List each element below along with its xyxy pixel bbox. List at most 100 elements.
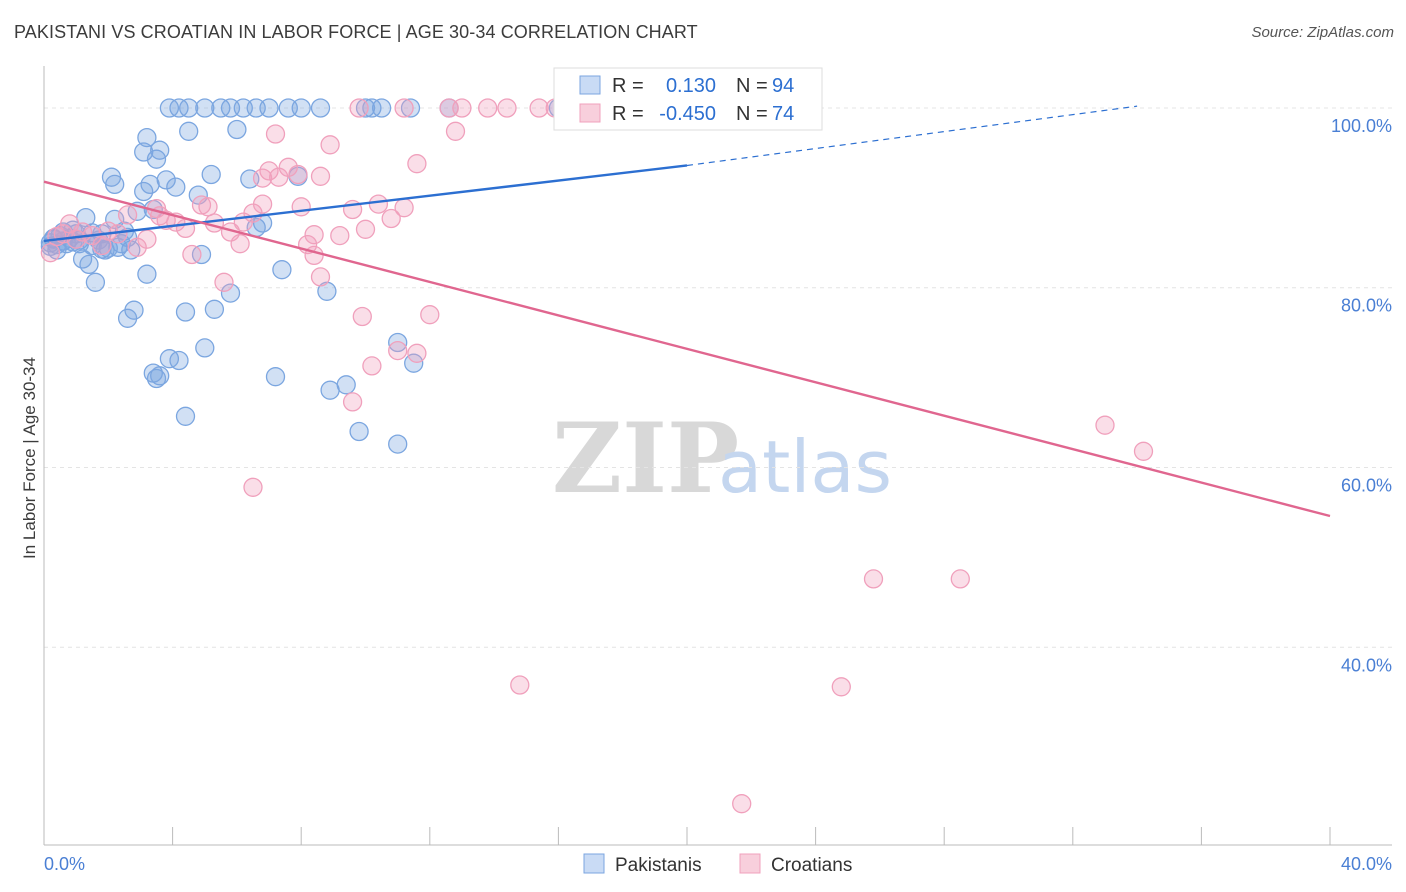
y-tick-label-80: 80.0%: [1341, 296, 1392, 316]
pakistanis-point-80: [310, 98, 331, 118]
stats-swatch-croatians: [579, 103, 601, 123]
legend-swatch-croatians: [739, 853, 761, 874]
croatians-point-57: [394, 98, 414, 118]
trend-line-pakistanis-extension: [686, 105, 1138, 167]
x-tick-label-max: 40.0%: [1341, 854, 1392, 874]
pakistanis-point-47: [146, 368, 167, 389]
croatians-point-41: [368, 194, 389, 214]
croatians-point-63: [243, 477, 263, 497]
stats-swatch-pakistanis: [579, 75, 601, 95]
pakistanis-point-32: [166, 177, 186, 197]
stats-n-value-1: 94: [772, 75, 794, 97]
stats-r-label-1: R =: [612, 75, 644, 97]
y-tick-label-100: 100.0%: [1331, 116, 1392, 136]
pakistanis-point-81: [371, 98, 392, 118]
pakistanis-point-61: [388, 332, 408, 353]
pakistanis-point-35: [201, 164, 221, 185]
pakistanis-point-18: [85, 272, 106, 292]
pakistanis-point-66: [195, 98, 215, 118]
croatians-point-70: [831, 677, 851, 697]
pakistanis-point-62: [388, 434, 408, 454]
croatians-point-17: [182, 244, 202, 265]
croatians-point-67: [863, 569, 884, 589]
pakistanis-point-31: [156, 170, 176, 190]
pakistanis-point-48: [175, 406, 196, 426]
stats-n-label-2: N =: [736, 103, 768, 125]
pakistanis-point-54: [265, 367, 286, 387]
croatians-point-53: [497, 98, 517, 118]
croatians-point-43: [394, 198, 414, 218]
series-legend: Pakistanis Croatians: [583, 853, 852, 876]
croatians-point-73: [252, 194, 273, 214]
croatians-point-48: [407, 343, 427, 363]
croatians-point-16: [175, 218, 196, 239]
axes: [43, 66, 1392, 846]
pakistanis-point-67: [211, 98, 231, 118]
pakistanis-point-55: [272, 260, 292, 280]
trend-lines: [43, 105, 1331, 518]
chart-source: Source: ZipAtlas.com: [1251, 24, 1394, 41]
pakistanis-point-70: [291, 98, 311, 118]
pakistanis-point-33: [179, 121, 199, 141]
croatians-point-40: [355, 219, 376, 239]
croatians-point-10: [117, 205, 138, 225]
croatians-point-50: [342, 392, 363, 412]
croatians-point-27: [259, 161, 279, 181]
pakistanis-point-59: [336, 375, 356, 395]
croatians-point-46: [362, 356, 382, 376]
croatians-point-69: [510, 675, 530, 695]
pakistanis-point-38: [195, 338, 215, 358]
pakistanis-point-39: [175, 302, 196, 322]
y-tick-label-40: 40.0%: [1341, 655, 1392, 675]
croatians-point-42: [381, 208, 401, 229]
stats-r-value-1: 0.130: [666, 75, 716, 97]
croatians-point-66: [1133, 441, 1154, 461]
croatians-point-71: [732, 794, 752, 814]
pakistanis-point-49: [220, 283, 241, 303]
croatians-point-19: [198, 197, 218, 217]
pakistanis-point-78: [233, 98, 253, 118]
pakistanis-point-28: [137, 127, 157, 148]
gridlines: [44, 107, 1392, 648]
trend-line-croatians: [43, 180, 1331, 518]
pakistanis-point-58: [320, 380, 340, 400]
pakistanis-point-71: [355, 98, 376, 118]
legend-label-pakistanis: Pakistanis: [615, 855, 702, 876]
stats-n-label-1: N =: [736, 75, 768, 97]
pakistanis-point-50: [227, 119, 247, 140]
pakistanis-point-46: [169, 350, 189, 371]
pakistanis-point-42: [124, 300, 144, 320]
y-tick-label-60: 60.0%: [1341, 475, 1392, 495]
pakistanis-point-79: [259, 98, 279, 118]
pakistanis-point-30: [146, 149, 167, 169]
stats-n-value-2: 74: [772, 103, 794, 125]
stats-r-value-2: -0.450: [659, 103, 716, 125]
croatians-point-33: [291, 197, 311, 217]
croatians-point-56: [478, 98, 498, 118]
croatians-point-20: [204, 213, 225, 233]
croatians-point-45: [352, 306, 372, 327]
croatians-point-23: [230, 234, 250, 254]
watermark-zip: ZIP: [552, 402, 739, 515]
croatians-point-58: [349, 98, 369, 118]
croatians-point-30: [288, 164, 308, 185]
croatians-point-49: [420, 305, 440, 325]
pakistanis-point-37: [204, 299, 225, 319]
croatians-point-29: [278, 157, 298, 177]
chart-title: PAKISTANI VS CROATIAN IN LABOR FORCE | A…: [14, 22, 698, 42]
croatians-point-36: [320, 135, 340, 155]
croatians-point-21: [214, 272, 234, 292]
pakistanis-point-60: [349, 421, 369, 442]
pakistanis-point-76: [179, 98, 199, 118]
pakistanis-point-40: [137, 264, 157, 284]
croatians-point-11: [127, 237, 147, 257]
pakistanis-point-15: [79, 254, 99, 275]
trend-line-pakistanis: [43, 164, 688, 243]
pakistanis-point-65: [169, 98, 189, 118]
croatians-point-0: [40, 243, 61, 263]
y-axis-label: In Labor Force | Age 30-34: [20, 357, 39, 559]
croatians-point-37: [310, 166, 331, 186]
croatians-point-47: [388, 340, 408, 361]
croatians-point-65: [1095, 415, 1115, 435]
